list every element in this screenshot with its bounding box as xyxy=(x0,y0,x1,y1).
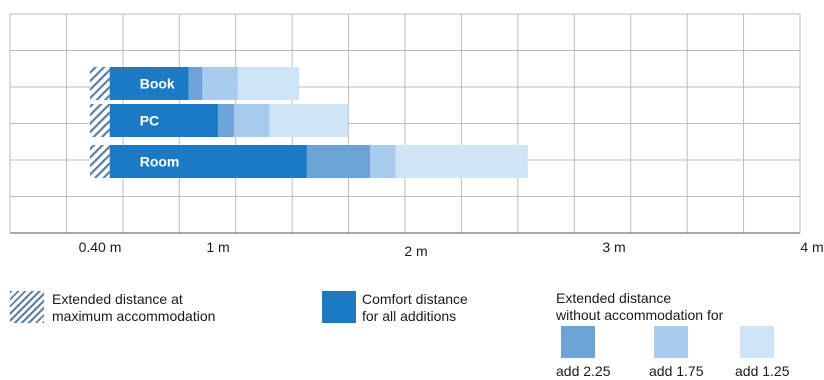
x-tick-label: 0.40 m xyxy=(79,239,122,255)
bar-pc-hatch xyxy=(90,104,110,137)
bar-room-comfort xyxy=(109,145,307,178)
legend-add-1-25-swatch xyxy=(740,326,774,358)
legend-add-2-25-label: add 2.25 xyxy=(556,363,611,379)
bar-book-add-2-25 xyxy=(188,67,203,100)
bar-pc-add-2-25 xyxy=(218,104,234,137)
legend-comfort-swatch xyxy=(322,291,356,323)
legend-extended-title: Extended distance without accommodation … xyxy=(556,290,723,324)
x-tick-label: 3 m xyxy=(602,239,625,255)
bar-pc-add-1-75 xyxy=(233,104,270,137)
legend-hatch-label: Extended distance at maximum accommodati… xyxy=(52,291,215,325)
bar-room-add-1-75 xyxy=(370,145,396,178)
bar-book-comfort xyxy=(109,67,189,100)
bar-pc-comfort xyxy=(109,104,219,137)
legend-add-1-25-label: add 1.25 xyxy=(735,363,790,379)
legend-extended-title-line1: Extended distance xyxy=(556,290,672,306)
bar-room-hatch xyxy=(90,145,110,178)
x-axis-ticks: 0.40 m 1 m 2 m 3 m 4 m xyxy=(79,239,824,259)
x-tick-label: 1 m xyxy=(206,239,229,255)
bar-room-add-2-25 xyxy=(306,145,371,178)
legend-extended-title-line2: without accommodation for xyxy=(556,307,724,323)
x-tick-label: 4 m xyxy=(800,239,823,255)
bar-book-add-1-25 xyxy=(237,67,300,100)
bar-label-book: Book xyxy=(140,76,175,92)
x-tick-label: 2 m xyxy=(404,243,427,259)
bar-book-add-1-75 xyxy=(202,67,238,100)
bar-book-hatch xyxy=(90,67,110,100)
legend-comfort-label: Comfort distance for all additions xyxy=(362,291,468,325)
legend-hatch-label-line2: maximum accommodation xyxy=(52,308,216,324)
bar-pc-add-1-25 xyxy=(269,104,349,137)
bar-label-pc: PC xyxy=(140,113,159,129)
legend-comfort-label-line2: for all additions xyxy=(362,308,457,324)
legend-add-2-25-swatch xyxy=(561,326,595,358)
legend-add-1-75-label: add 1.75 xyxy=(649,363,704,379)
legend-hatch-swatch xyxy=(10,291,44,323)
bar-label-room: Room xyxy=(140,154,180,170)
legend-hatch-label-line1: Extended distance at xyxy=(52,291,183,307)
legend-add-1-75-swatch xyxy=(654,326,688,358)
bar-room-add-1-25 xyxy=(395,145,528,178)
chart-bars: Book PC Room xyxy=(90,67,528,178)
legend-comfort-label-line1: Comfort distance xyxy=(362,291,468,307)
